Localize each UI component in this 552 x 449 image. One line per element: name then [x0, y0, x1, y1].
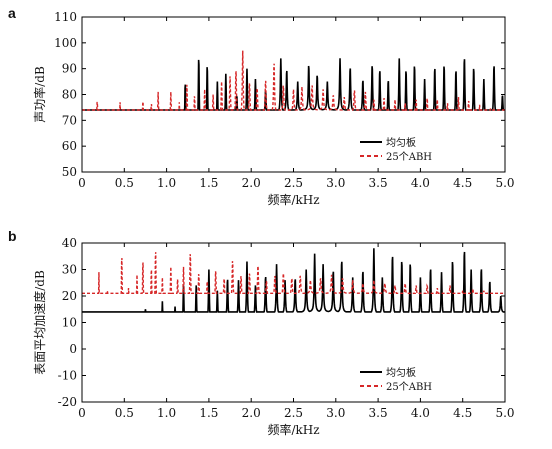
panel-a-xlabel: 频率/kHz [267, 192, 319, 207]
panel-b-xtick-label: 0 [78, 406, 86, 420]
panel-b-legend-label-1: 25个ABH [386, 381, 432, 393]
panel-b-xtick-label: 5.0 [495, 406, 514, 420]
panel-b-xtick-label: 0.5 [115, 406, 134, 420]
panel-a-xtick-label: 0.5 [115, 176, 134, 190]
panel-b-legend-bg [356, 363, 456, 395]
panel-a-xtick-label: 5.0 [495, 176, 514, 190]
panel-b-ytick-label: 40 [62, 236, 77, 250]
panel-a-series [82, 50, 505, 111]
panel-a-ylabel: 声功率/dB [32, 66, 47, 123]
panel-a-xtick-label: 1.5 [199, 176, 218, 190]
panel-a-ytick-label: 80 [62, 88, 77, 102]
panel-b-xtick-label: 3.0 [326, 406, 345, 420]
panel-a-xtick-label: 4.5 [453, 176, 472, 190]
panel-b-xtick-label: 1.0 [157, 406, 176, 420]
panel-b-xtick-label: 2.0 [242, 406, 261, 420]
panel-b-xtick-label: 3.5 [369, 406, 388, 420]
panel-b-letter: b [8, 228, 17, 244]
panel-a-ytick-label: 110 [54, 10, 77, 24]
panel-b-xtick-label: 1.5 [199, 406, 218, 420]
panel-a-legend-label-1: 25个ABH [386, 151, 432, 163]
panel-a-ytick-label: 50 [62, 165, 77, 179]
panel-a-ytick-label: 70 [62, 113, 77, 127]
panel-b-xtick-label: 2.5 [284, 406, 303, 420]
panel-b-ytick-label: -20 [58, 395, 77, 409]
panel-b-legend-label-0: 均匀板 [386, 366, 416, 379]
panel-a-xtick-label: 4.0 [411, 176, 430, 190]
panel-a-xtick-label: 1.0 [157, 176, 176, 190]
panel-a-legend-label-0: 均匀板 [386, 136, 416, 149]
panel-b-ytick-label: 20 [62, 289, 77, 303]
panel-a-plot: 0 0.5 1.0 1.5 2.0 2.5 3.0 3.5 4.0 4.5 5.0 50 60 70 80 9… [32, 10, 515, 207]
panel-b-legend: 均匀板 25个ABH [356, 363, 456, 395]
panel-b-xtick-label: 4.0 [411, 406, 430, 420]
panel-a-legend: 均匀板 25个ABH [356, 133, 456, 165]
panel-b-ytick-label: -10 [58, 369, 77, 383]
panel-b-series-0 [82, 248, 505, 313]
panel-b: b 0 0.5 1.0 1.5 2.0 2.5 3.0 3.5 4.0 4.5 5.0-20-100… [8, 228, 515, 437]
panel-a-xtick-label: 0 [78, 176, 86, 190]
panel-b-ytick-label: 0 [69, 342, 77, 356]
panel-a-legend-bg [356, 133, 456, 165]
panel-a-ytick-label: 60 [62, 139, 77, 153]
panel-b-ytick-label: 30 [62, 263, 77, 277]
panel-a-xtick-label: 3.0 [326, 176, 345, 190]
panel-b-xlabel: 频率/kHz [267, 422, 319, 437]
panel-b-ytick-label: 10 [62, 316, 77, 330]
panel-a-ytick-label: 100 [54, 36, 77, 50]
panel-a-xtick-label: 3.5 [369, 176, 388, 190]
panel-b-series [82, 248, 505, 313]
panel-a-ytick-label: 90 [62, 62, 77, 76]
panel-a-xtick-label: 2.0 [242, 176, 261, 190]
panel-a-xtick-label: 2.5 [284, 176, 303, 190]
panel-b-xtick-label: 4.5 [453, 406, 472, 420]
panel-b-plot: 0 0.5 1.0 1.5 2.0 2.5 3.0 3.5 4.0 4.5 5.0 -20 -10 0 10… [32, 236, 515, 437]
panel-b-ylabel: 表面平均加速度/dB [32, 270, 47, 375]
panel-a-series-1 [82, 50, 505, 111]
panel-a: a 0 0.5 1.0 1.5 2.0 2.5 3.0 3.5 4.0 4.5 5.0 50 60 70 8… [8, 5, 515, 207]
panel-a-letter: a [8, 5, 16, 21]
